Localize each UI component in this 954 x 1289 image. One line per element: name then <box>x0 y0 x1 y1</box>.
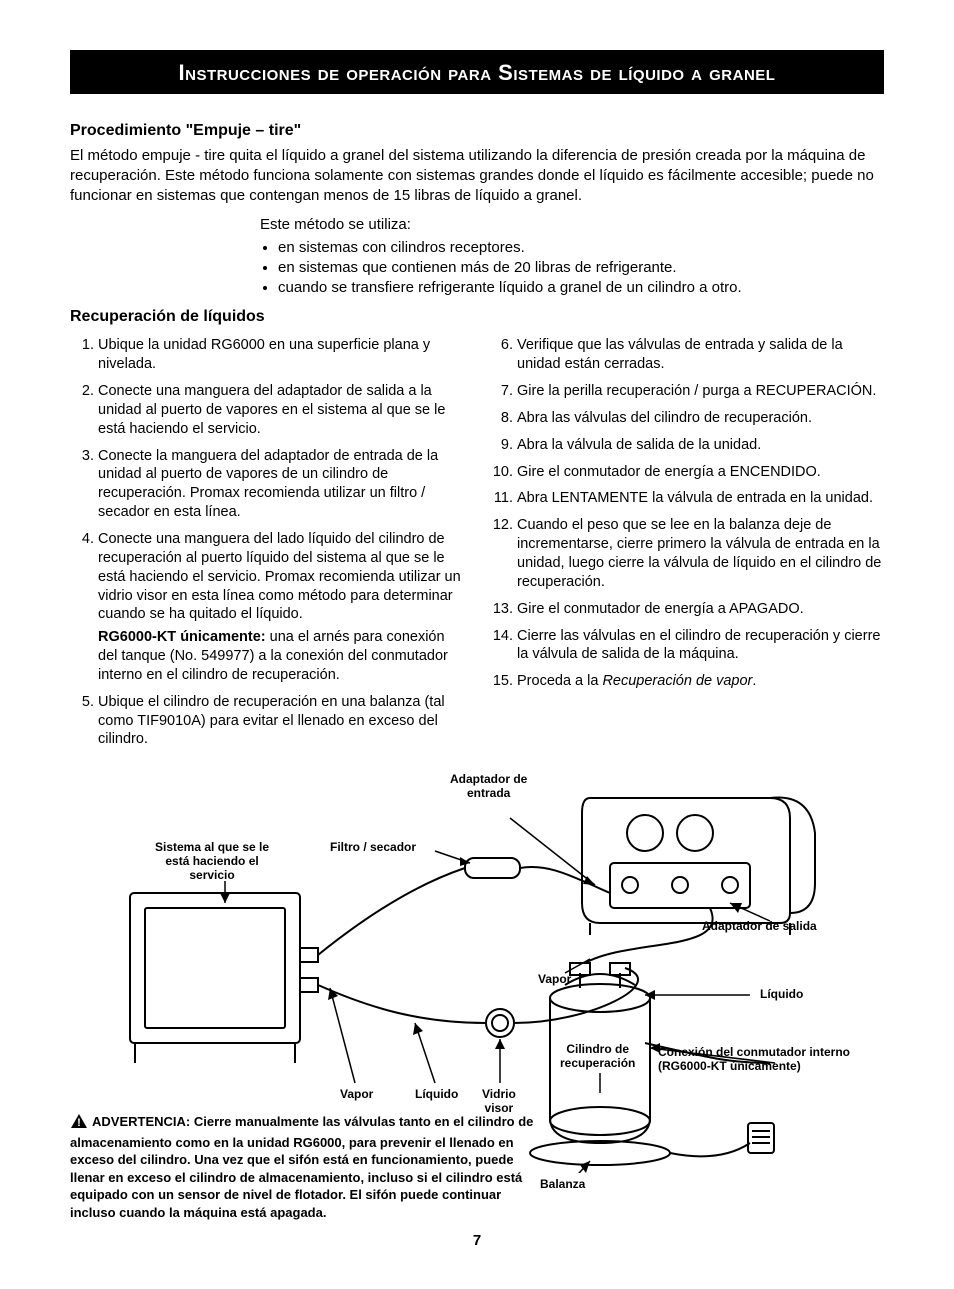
step-item: Abra la válvula de salida de la unidad. <box>517 436 884 455</box>
step-item: Gire la perilla recuperación / purga a R… <box>517 382 884 401</box>
step-item: Gire el conmutador de energía a APAGADO. <box>517 600 884 619</box>
step-italic: Recuperación de vapor <box>602 673 752 689</box>
step-text: . <box>752 673 756 689</box>
steps-columns: Ubique la unidad RG6000 en una superfici… <box>70 332 884 757</box>
diagram-label-vapor-top: Vapor <box>538 973 571 987</box>
steps-left-col: Ubique la unidad RG6000 en una superfici… <box>70 332 465 757</box>
use-block: Este método se utiliza: en sistemas con … <box>260 215 884 298</box>
diagram-label-cilindro-recuperacion: Cilindro de recuperación <box>560 1043 635 1071</box>
diagram-label-sistema-servicio: Sistema al que se le está haciendo el se… <box>155 841 269 882</box>
diagram-label-adaptador-salida: Adaptador de salida <box>702 920 817 934</box>
steps-list-left: Ubique la unidad RG6000 en una superfici… <box>70 336 465 749</box>
step-subnote: RG6000-KT únicamente: una el arnés para … <box>98 628 465 685</box>
step-subnote-bold: RG6000-KT únicamente: <box>98 629 266 645</box>
step-item: Proceda a la Recuperación de vapor. <box>517 672 884 691</box>
step-item: Conecte una manguera del adaptador de sa… <box>98 382 465 439</box>
diagram-label-conexion-conmutador: Conexión del conmutador interno (RG6000-… <box>658 1046 850 1074</box>
use-intro: Este método se utiliza: <box>260 215 884 235</box>
section-heading-recovery: Recuperación de líquidos <box>70 308 884 326</box>
step-item: Gire el conmutador de energía a ENCENDID… <box>517 463 884 482</box>
use-bullet: en sistemas que contienen más de 20 libr… <box>278 258 884 278</box>
diagram-label-balanza: Balanza <box>540 1178 585 1192</box>
step-text: Conecte una manguera del lado líquido de… <box>98 531 461 622</box>
diagram-label-vidrio-visor: Vidrio visor <box>482 1088 516 1116</box>
step-item: Abra LENTAMENTE la válvula de entrada en… <box>517 489 884 508</box>
diagram-svg <box>70 763 884 1173</box>
steps-right-col: Verifique que las válvulas de entrada y … <box>489 332 884 757</box>
use-bullets: en sistemas con cilindros receptores. en… <box>260 238 884 299</box>
use-bullet: en sistemas con cilindros receptores. <box>278 238 884 258</box>
step-item: Cierre las válvulas en el cilindro de re… <box>517 627 884 665</box>
diagram-label-liquido-bottom: Líquido <box>415 1088 458 1102</box>
lead-paragraph: El método empuje - tire quita el líquido… <box>70 146 884 205</box>
section-heading-procedure: Procedimiento "Empuje – tire" <box>70 122 884 140</box>
diagram-label-liquido-top: Líquido <box>760 988 803 1002</box>
step-item: Ubique el cilindro de recuperación en un… <box>98 693 465 750</box>
title-bar: Instrucciones de operación para Sistemas… <box>70 50 884 94</box>
step-item: Conecte la manguera del adaptador de ent… <box>98 447 465 522</box>
diagram-label-filtro-secador: Filtro / secador <box>330 841 416 855</box>
use-bullet: cuando se transfiere refrigerante líquid… <box>278 278 884 298</box>
page-number: 7 <box>70 1232 884 1249</box>
step-item: Cuando el peso que se lee en la balanza … <box>517 516 884 591</box>
page: Instrucciones de operación para Sistemas… <box>0 0 954 1289</box>
diagram-label-vapor-bottom: Vapor <box>340 1088 373 1102</box>
step-item: Ubique la unidad RG6000 en una superfici… <box>98 336 465 374</box>
diagram: Adaptador de entrada Filtro / secador Si… <box>70 763 884 1173</box>
step-item: Verifique que las válvulas de entrada y … <box>517 336 884 374</box>
diagram-label-adaptador-entrada: Adaptador de entrada <box>450 773 527 801</box>
steps-list-right: Verifique que las válvulas de entrada y … <box>489 336 884 691</box>
step-item: Abra las válvulas del cilindro de recupe… <box>517 409 884 428</box>
step-text: Proceda a la <box>517 673 602 689</box>
step-item: Conecte una manguera del lado líquido de… <box>98 530 465 685</box>
